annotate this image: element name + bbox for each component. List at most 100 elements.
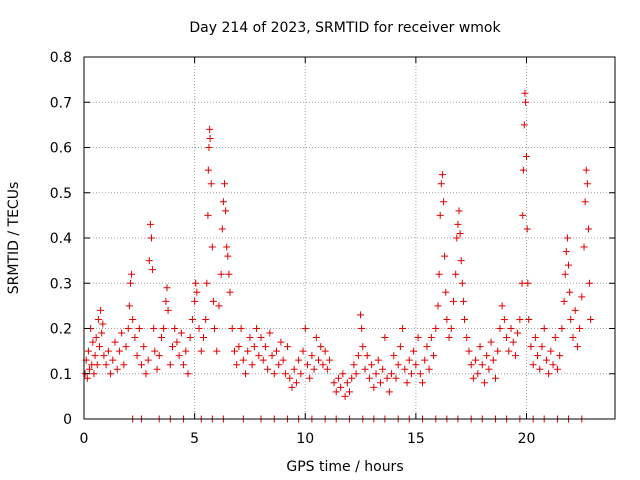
chart-title: Day 214 of 2023, SRMTID for receiver wmo… xyxy=(189,20,501,36)
data-point xyxy=(155,352,163,360)
data-point xyxy=(465,347,473,355)
data-point xyxy=(175,352,183,360)
data-point xyxy=(483,352,491,360)
data-point xyxy=(352,370,360,378)
y-tick-label: 0.6 xyxy=(50,141,72,157)
data-point xyxy=(505,347,513,355)
data-point xyxy=(405,356,413,364)
data-point xyxy=(487,338,495,346)
data-point xyxy=(111,338,119,346)
data-point xyxy=(89,338,97,346)
data-point xyxy=(485,365,493,373)
data-point xyxy=(230,347,238,355)
data-point xyxy=(332,388,340,396)
data-point xyxy=(104,347,112,355)
data-point xyxy=(534,352,542,360)
data-point xyxy=(529,361,537,369)
data-point xyxy=(582,166,590,174)
data-point xyxy=(257,334,265,342)
data-point xyxy=(527,343,535,351)
data-point xyxy=(480,379,488,387)
data-point xyxy=(438,171,446,179)
data-point xyxy=(388,370,396,378)
data-point xyxy=(217,270,225,278)
data-point xyxy=(410,347,418,355)
data-point xyxy=(358,325,366,332)
data-point xyxy=(459,297,467,305)
data-point xyxy=(370,383,378,391)
data-point xyxy=(556,352,564,360)
data-point xyxy=(284,343,292,351)
data-point xyxy=(220,180,228,188)
data-point xyxy=(255,352,263,360)
data-point xyxy=(586,279,594,287)
data-point xyxy=(237,325,245,332)
data-point xyxy=(326,356,334,364)
data-point xyxy=(288,383,296,391)
data-point xyxy=(206,125,214,133)
data-point xyxy=(242,370,250,378)
data-point xyxy=(275,361,283,369)
y-tick-label: 0.5 xyxy=(50,186,72,202)
data-point xyxy=(315,356,323,364)
data-point xyxy=(266,329,274,337)
data-point xyxy=(547,347,555,355)
data-point xyxy=(587,315,595,323)
data-point xyxy=(540,325,548,332)
data-point xyxy=(361,365,369,373)
data-point xyxy=(317,343,325,351)
data-point xyxy=(303,361,311,369)
data-point xyxy=(436,211,444,219)
data-point xyxy=(463,334,471,342)
data-point xyxy=(184,370,192,378)
data-point xyxy=(455,207,463,215)
data-point xyxy=(412,361,420,369)
data-point xyxy=(272,347,280,355)
data-point xyxy=(432,325,440,332)
data-point xyxy=(286,374,294,382)
data-point xyxy=(457,257,465,265)
data-point xyxy=(321,347,329,355)
data-point xyxy=(474,370,482,378)
data-point xyxy=(372,370,380,378)
data-point xyxy=(145,257,153,265)
y-tick-label: 0 xyxy=(63,412,72,428)
data-point xyxy=(427,334,435,342)
data-point xyxy=(423,343,431,351)
data-point xyxy=(522,98,530,106)
data-point xyxy=(542,356,550,364)
data-point xyxy=(195,325,203,332)
data-point xyxy=(177,329,185,337)
data-point xyxy=(509,338,517,346)
data-point xyxy=(452,270,460,278)
data-point xyxy=(578,293,586,301)
data-point xyxy=(379,365,387,373)
data-point xyxy=(204,211,212,219)
points-layer xyxy=(81,89,595,423)
data-point xyxy=(435,270,443,278)
data-point xyxy=(576,325,584,332)
data-point xyxy=(295,356,303,364)
data-point xyxy=(84,347,92,355)
data-point xyxy=(226,288,234,296)
data-point xyxy=(503,334,511,342)
data-point xyxy=(264,365,272,373)
data-point xyxy=(218,225,226,233)
data-point xyxy=(430,352,438,360)
data-point xyxy=(492,374,500,382)
data-point xyxy=(511,352,519,360)
data-point xyxy=(580,243,588,251)
data-point xyxy=(524,279,532,287)
data-point xyxy=(120,361,128,369)
data-point xyxy=(348,374,356,382)
data-point xyxy=(516,315,524,323)
data-point xyxy=(290,365,298,373)
data-point xyxy=(219,198,227,206)
data-point xyxy=(357,311,365,319)
data-point xyxy=(390,352,398,360)
data-point xyxy=(94,315,102,323)
data-point xyxy=(560,297,568,305)
data-point xyxy=(277,338,285,346)
data-point xyxy=(454,220,462,228)
data-point xyxy=(135,325,143,332)
